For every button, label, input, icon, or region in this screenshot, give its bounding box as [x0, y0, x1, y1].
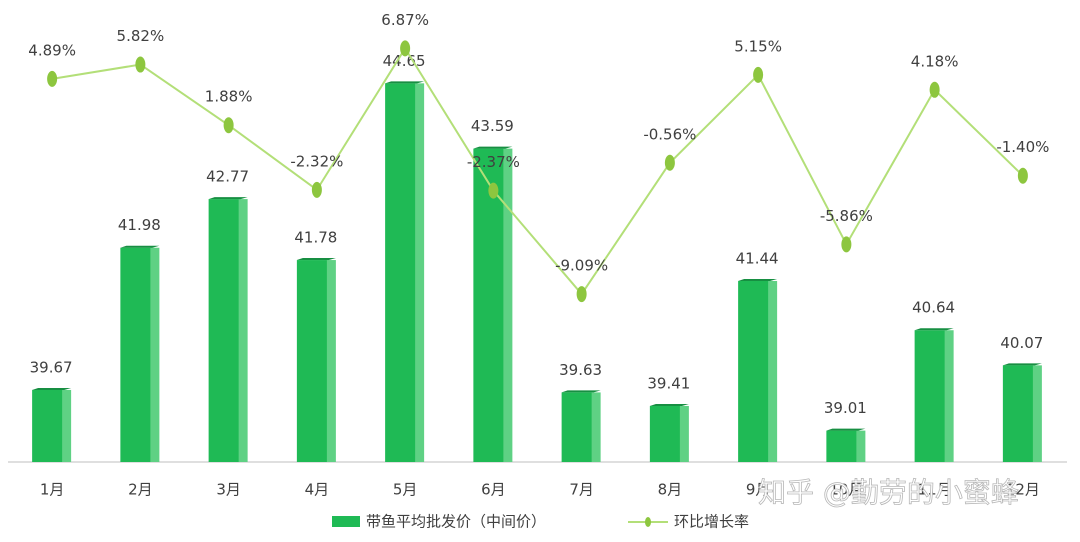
line-value-label: -2.37% — [467, 153, 520, 171]
bar-side — [503, 148, 513, 462]
bar-top — [561, 390, 601, 393]
bar — [32, 389, 65, 462]
bar-top — [473, 146, 513, 149]
bar — [385, 83, 418, 462]
bar-side — [944, 330, 954, 462]
bar — [649, 405, 682, 462]
x-tick-label: 7月 — [569, 481, 594, 499]
bar — [738, 280, 771, 462]
bar-side — [150, 247, 160, 462]
line-marker — [135, 56, 146, 73]
line-value-label: -1.40% — [996, 138, 1049, 156]
x-tick-label: 1月 — [40, 481, 65, 499]
line-marker — [841, 236, 852, 253]
line-marker — [753, 66, 764, 83]
bar-value-label: 39.67 — [30, 358, 73, 376]
line-marker — [311, 181, 322, 198]
x-tick-label: 11月 — [918, 481, 952, 499]
bar-side — [1032, 365, 1042, 462]
line — [51, 46, 1024, 296]
legend-swatch — [332, 516, 360, 527]
line-value-label: -2.32% — [290, 152, 343, 170]
x-tick-label: 5月 — [393, 481, 418, 499]
legend-label: 带鱼平均批发价（中间价） — [366, 513, 546, 531]
bar-side — [415, 83, 425, 462]
bar-value-label: 40.64 — [912, 299, 955, 317]
line-marker — [664, 154, 675, 171]
bar-value-label: 41.98 — [118, 216, 161, 234]
line-value-label: 4.89% — [28, 41, 76, 59]
bar-side — [238, 199, 248, 462]
line-marker — [47, 70, 58, 87]
bar-value-label: 41.44 — [736, 249, 779, 267]
x-tick-label: 12月 — [1006, 481, 1040, 499]
bar-value-label: 40.07 — [1000, 334, 1043, 352]
bar-side — [326, 260, 336, 462]
line-marker — [223, 117, 234, 134]
bar-top — [649, 403, 689, 406]
bar-top — [826, 428, 866, 431]
line-value-label: 5.15% — [734, 37, 782, 55]
bar-top — [738, 278, 778, 281]
watermark: 知乎 @勤劳的小蜜蜂 — [758, 476, 1019, 509]
bar — [296, 260, 329, 462]
x-tick-label: 3月 — [216, 481, 241, 499]
bar-top — [120, 245, 160, 248]
bar-value-label: 42.77 — [206, 168, 249, 186]
legend-marker — [645, 517, 651, 527]
bar-top — [296, 258, 336, 261]
bar-side — [679, 405, 689, 462]
bar — [208, 199, 241, 462]
line-marker — [929, 81, 940, 98]
line-value-label: -0.56% — [643, 125, 696, 143]
line-marker — [400, 40, 411, 57]
bar-side — [768, 280, 778, 462]
legend-label: 环比增长率 — [674, 513, 749, 531]
bar-value-label: 39.41 — [647, 374, 690, 392]
x-tick-label: 6月 — [481, 481, 506, 499]
bar-value-label: 39.63 — [559, 361, 602, 379]
line-marker — [576, 286, 587, 303]
bar-top — [1002, 363, 1042, 366]
bar-value-label: 41.78 — [294, 229, 337, 247]
bar-top — [914, 328, 954, 331]
bar-side — [856, 430, 866, 462]
line-marker — [1017, 167, 1028, 184]
bar-side — [591, 392, 601, 462]
line-marker — [488, 182, 499, 199]
x-tick-label: 9月 — [746, 481, 771, 499]
bar — [473, 148, 506, 462]
bar — [826, 430, 859, 462]
bar-top — [208, 197, 248, 200]
x-tick-label: 10月 — [829, 481, 863, 499]
bar-top — [32, 387, 72, 390]
line-value-label: -9.09% — [555, 257, 608, 275]
line-value-label: 1.88% — [205, 88, 253, 106]
bar — [561, 392, 594, 462]
x-tick-label: 4月 — [305, 481, 330, 499]
bar — [120, 247, 153, 462]
bar-side — [62, 389, 72, 462]
x-tick-label: 2月 — [128, 481, 153, 499]
bar — [914, 330, 947, 462]
bar-value-label: 39.01 — [824, 399, 867, 417]
x-tick-label: 8月 — [658, 481, 683, 499]
bar — [1002, 365, 1035, 462]
line-value-label: -5.86% — [820, 207, 873, 225]
bar-top — [385, 81, 425, 84]
line-value-label: 4.18% — [911, 52, 959, 70]
line-value-label: 6.87% — [381, 11, 429, 29]
line-value-label: 5.82% — [117, 27, 165, 45]
bar-value-label: 43.59 — [471, 117, 514, 135]
